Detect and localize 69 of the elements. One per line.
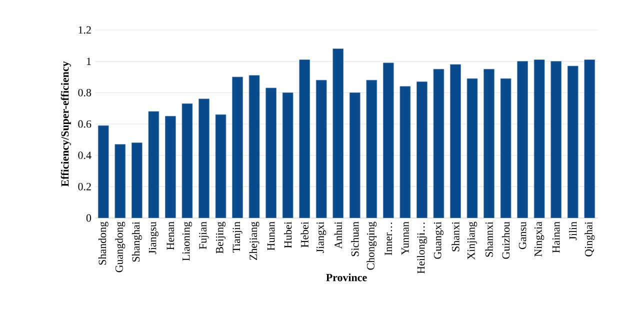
bar — [215, 114, 226, 218]
x-tick-label: Sichuan — [351, 222, 359, 256]
x-tick-label: Jiangsu — [148, 222, 158, 254]
y-axis-title: Efficiency/Super-efficiency — [60, 61, 71, 187]
x-tick-label: Guizhou — [502, 222, 510, 259]
x-tick-label: Inner… — [384, 222, 392, 256]
bar — [500, 78, 512, 218]
bar — [198, 98, 210, 218]
x-tick-label: Hunan — [267, 222, 275, 250]
y-tick-label: 0.8 — [78, 88, 92, 96]
bar — [98, 125, 109, 218]
bar — [416, 82, 428, 218]
x-tick-label: Jiangxi — [316, 222, 326, 253]
bar — [584, 60, 596, 218]
bar — [316, 80, 327, 218]
bar — [165, 116, 176, 218]
bar — [299, 60, 310, 218]
x-tick-label: Gansu — [518, 222, 526, 250]
bar — [466, 78, 478, 218]
bar — [433, 68, 444, 218]
y-tick-label: 1 — [86, 58, 91, 65]
x-tick-label: Anhui — [334, 222, 342, 249]
bar — [248, 75, 260, 218]
x-tick-label: Shanxi — [452, 222, 460, 252]
y-tick-label: 0.2 — [78, 182, 91, 190]
y-tick-label: 0.6 — [78, 120, 92, 128]
x-tick-label: Henan — [166, 222, 174, 250]
bar — [349, 92, 360, 218]
bar — [450, 64, 461, 218]
x-tick-label: Liaoning — [182, 222, 192, 261]
x-tick-label: Xinjiang — [467, 222, 478, 260]
bar — [282, 92, 294, 218]
bar — [114, 144, 126, 218]
bar — [366, 80, 378, 218]
bar — [182, 103, 193, 218]
x-tick-label: Heilongji… — [416, 222, 427, 274]
x-tick-label: Beijing — [216, 222, 226, 254]
bar — [148, 111, 160, 218]
x-tick-label: Fujian — [199, 222, 209, 250]
x-axis-title: Province — [326, 274, 367, 282]
x-tick-label: Chongqing — [366, 222, 377, 270]
x-tick-label: Yunnan — [402, 222, 409, 255]
x-tick-label: Hubei — [284, 222, 292, 248]
x-tick-label: Shannxi — [485, 222, 493, 257]
bar — [232, 76, 243, 218]
bar — [517, 61, 528, 218]
x-tick-label: Qinghai — [584, 222, 595, 256]
bar — [332, 48, 344, 218]
x-tick-label: Hainan — [552, 222, 560, 253]
bar — [567, 66, 578, 218]
x-tick-label: Tianjin — [232, 222, 242, 253]
x-tick-label: Shanghai — [132, 222, 142, 262]
bar — [484, 68, 494, 218]
y-tick-label: 0.4 — [78, 152, 92, 160]
x-tick-label: Shandong — [98, 222, 108, 265]
x-tick-label: Jilin — [569, 222, 577, 240]
x-tick-label: Ningxia — [534, 222, 544, 257]
y-tick-label: 1.2 — [78, 26, 91, 34]
bar — [400, 86, 411, 218]
x-tick-label: Guangxi — [434, 222, 444, 259]
bar — [550, 61, 562, 218]
bar — [383, 62, 394, 218]
x-tick-label: Guangdong — [115, 222, 126, 272]
bar — [132, 142, 142, 218]
bar — [266, 88, 276, 218]
x-tick-label: Zhejiang — [249, 222, 260, 260]
y-tick-label: 0 — [86, 214, 92, 222]
x-tick-label: Hebei — [300, 222, 308, 248]
bar — [534, 60, 545, 218]
